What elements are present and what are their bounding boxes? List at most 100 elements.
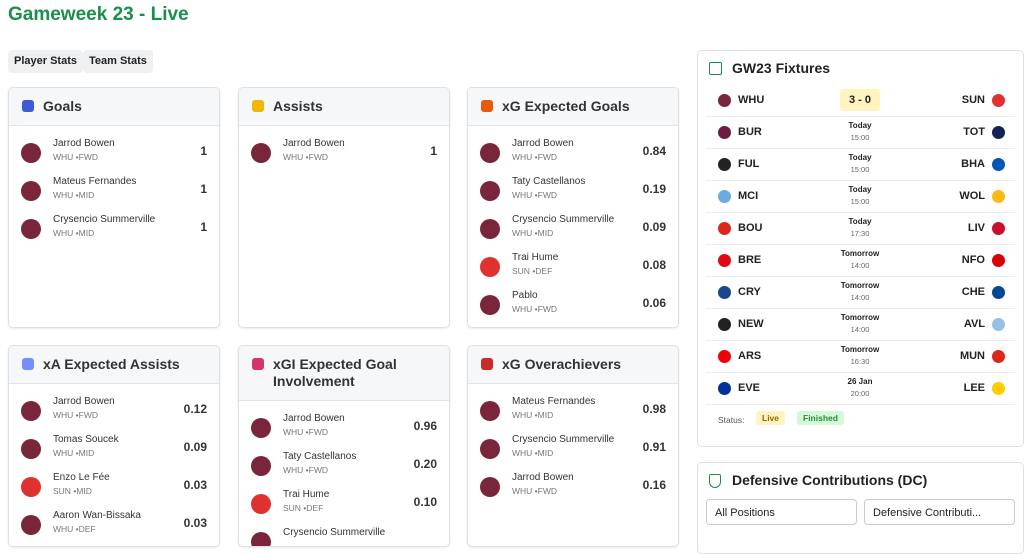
player-row[interactable]: Crysencio Summerville WHU MID 1 — [9, 208, 219, 246]
player-row[interactable]: Mateus Fernandes WHU MID 1 — [9, 170, 219, 208]
stat-value: 0.03 — [183, 516, 207, 530]
home-team: BRE — [738, 254, 762, 266]
match-time: 14:00 — [850, 261, 870, 270]
separator — [303, 427, 308, 437]
player-row[interactable]: Jarrod Bowen WHU FWD 0.84 — [468, 132, 678, 170]
away-crest — [992, 318, 1005, 331]
fixture-row[interactable]: MCI Today 15:00 WOL — [706, 181, 1015, 213]
player-row[interactable]: Jarrod Bowen WHU FWD 0.12 — [9, 390, 219, 428]
fixtures-title: GW23 Fixtures — [732, 60, 831, 76]
player-row[interactable]: Aaron Wan-Bissaka WHU DEF 0.03 — [9, 504, 219, 542]
player-row[interactable]: Jarrod Bowen WHU FWD 0.16 — [468, 466, 678, 504]
team: WHU — [512, 228, 533, 238]
player-meta: WHU FWD — [53, 152, 98, 162]
fixture-row[interactable]: CRY Tomorrow 14:00 CHE — [706, 277, 1015, 309]
player-row[interactable]: Trai Hume SUN DEF 0.10 — [239, 483, 449, 521]
player-name: Trai Hume — [512, 252, 559, 263]
home-team: CRY — [738, 286, 761, 298]
stat-card: xG Overachievers Mateus Fernandes WHU MID 0.… — [467, 345, 679, 547]
player-row[interactable]: Jarrod Bowen WHU FWD 0.96 — [239, 407, 449, 445]
position: DEF — [78, 524, 96, 534]
separator — [532, 304, 537, 314]
player-row[interactable]: Taty Castellanos WHU FWD 0.20 — [239, 445, 449, 483]
away-team: TOT — [963, 126, 985, 138]
separator — [73, 410, 78, 420]
separator — [73, 448, 78, 458]
player-meta: SUN DEF — [512, 266, 552, 276]
stat-value: 0.20 — [413, 457, 437, 471]
player-list: Jarrod Bowen WHU FWD 0.84 Taty Castellanos WH… — [468, 126, 678, 322]
player-meta: WHU MID — [512, 228, 553, 238]
fixture-row[interactable]: EVE 26 Jan 20:00 LEE — [706, 373, 1015, 405]
player-list: Jarrod Bowen WHU FWD 1 — [239, 126, 449, 170]
fixture-row[interactable]: ARS Tomorrow 16:30 MUN — [706, 341, 1015, 373]
player-row[interactable]: Crysencio Summerville — [239, 521, 449, 546]
away-team: AVL — [963, 318, 985, 330]
fixture-row[interactable]: BUR Today 15:00 TOT — [706, 117, 1015, 149]
away-team: SUN — [961, 94, 985, 106]
player-row[interactable]: Jarrod Bowen WHU FWD 1 — [9, 132, 219, 170]
calendar-icon — [709, 62, 722, 75]
fixture-row[interactable]: NEW Tomorrow 14:00 AVL — [706, 309, 1015, 341]
position: DEF — [306, 503, 324, 513]
player-row[interactable]: Crysencio Summerville WHU MID 0.91 — [468, 428, 678, 466]
match-day: Today — [848, 121, 872, 130]
player-row[interactable]: Enzo Le Fée SUN MID 0.03 — [9, 466, 219, 504]
card-header: Goals — [9, 88, 219, 126]
player-row[interactable]: Pablo WHU FWD 0.06 — [468, 284, 678, 322]
team: WHU — [53, 524, 74, 534]
player-name: Enzo Le Fée — [53, 472, 110, 483]
position: FWD — [308, 152, 329, 162]
home-crest — [718, 126, 731, 139]
fixture-row[interactable]: BRE Tomorrow 14:00 NFO — [706, 245, 1015, 277]
team: WHU — [512, 486, 533, 496]
player-avatar — [21, 401, 41, 421]
fixture-row[interactable]: BOU Today 17:30 LIV — [706, 213, 1015, 245]
tab[interactable]: Team Stats — [83, 50, 153, 73]
player-name: Crysencio Summerville — [512, 214, 615, 225]
team: WHU — [53, 152, 74, 162]
player-row[interactable]: Jarrod Bowen WHU FWD 1 — [239, 132, 449, 170]
player-avatar — [251, 456, 271, 476]
home-crest — [718, 254, 731, 267]
team: WHU — [53, 448, 74, 458]
stat-card: xG Expected Goals Jarrod Bowen WHU FWD 0.84 T… — [467, 87, 679, 328]
player-name: Mateus Fernandes — [512, 396, 596, 407]
card-header: xG Expected Goals — [468, 88, 678, 126]
separator — [73, 228, 78, 238]
position: MID — [537, 410, 554, 420]
player-avatar — [21, 219, 41, 239]
card-title: xGI Expected Goal Involvement — [273, 356, 397, 389]
player-list: Jarrod Bowen WHU FWD 0.96 Taty Castellanos WH… — [239, 401, 449, 546]
match-day: Today — [848, 153, 872, 162]
player-row[interactable]: Tomas Soucek WHU MID 0.09 — [9, 428, 219, 466]
player-row[interactable]: Taty Castellanos WHU FWD 0.19 — [468, 170, 678, 208]
player-row[interactable]: Crysencio Summerville WHU MID 0.09 — [468, 208, 678, 246]
team: WHU — [512, 304, 533, 314]
position: FWD — [537, 152, 558, 162]
select[interactable]: All Positions — [706, 499, 857, 525]
shield-icon — [709, 474, 721, 488]
match-time: 15:00 — [850, 197, 870, 206]
separator — [71, 486, 76, 496]
player-row[interactable]: Trai Hume SUN DEF 0.08 — [468, 246, 678, 284]
team: WHU — [283, 427, 304, 437]
player-name: Taty Castellanos — [512, 176, 586, 187]
score: 3 - 0 — [840, 89, 880, 111]
fixture-row[interactable]: FUL Today 15:00 BHA — [706, 149, 1015, 181]
player-avatar — [251, 532, 271, 546]
position: FWD — [78, 152, 99, 162]
away-team: WOL — [959, 190, 985, 202]
separator — [532, 410, 537, 420]
tab[interactable]: Player Stats — [8, 50, 83, 73]
player-row[interactable]: Mateus Fernandes WHU MID 0.98 — [468, 390, 678, 428]
position: DEF — [535, 266, 553, 276]
home-team: ARS — [738, 350, 762, 362]
card-header: xG Overachievers — [468, 346, 678, 384]
stat-value: 0.91 — [642, 440, 666, 454]
card-header: xGI Expected Goal Involvement — [239, 346, 449, 401]
fixture-row[interactable]: WHU 3 - 0 SUN — [706, 85, 1015, 117]
player-name: Jarrod Bowen — [512, 138, 574, 149]
select[interactable]: Defensive Contributi... — [864, 499, 1015, 525]
